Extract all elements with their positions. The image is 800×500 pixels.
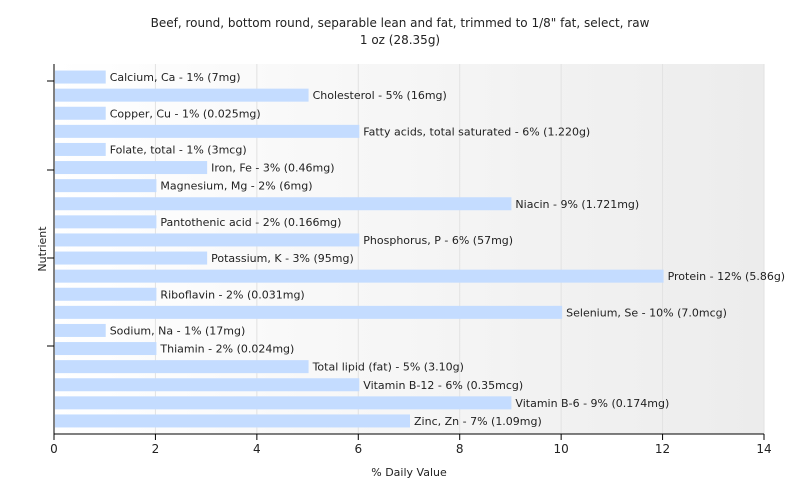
bar-label: Cholesterol - 5% (16mg) — [313, 89, 447, 102]
bar — [55, 88, 309, 102]
bar-label: Calcium, Ca - 1% (7mg) — [110, 71, 241, 84]
bar-label: Pantothenic acid - 2% (0.166mg) — [160, 216, 341, 229]
bar — [55, 323, 106, 337]
bar — [55, 251, 208, 265]
bar-label: Protein - 12% (5.86g) — [668, 270, 786, 283]
bar-label: Thiamin - 2% (0.024mg) — [159, 343, 294, 356]
bars: Calcium, Ca - 1% (7mg) Cholesterol - 5% (… — [55, 70, 786, 428]
bar — [55, 305, 563, 319]
bar — [55, 197, 512, 211]
x-tick-label: 6 — [354, 442, 362, 456]
bar-label: Iron, Fe - 3% (0.46mg) — [211, 162, 334, 175]
y-axis-label: Nutrient — [36, 226, 49, 272]
bar-label: Total lipid (fat) - 5% (3.10g) — [312, 361, 464, 374]
bar-label: Copper, Cu - 1% (0.025mg) — [110, 107, 261, 120]
x-tick-label: 0 — [50, 442, 58, 456]
bar — [55, 142, 106, 156]
bar — [55, 396, 512, 410]
x-tick-label: 2 — [152, 442, 160, 456]
bar-label: Sodium, Na - 1% (17mg) — [110, 324, 246, 337]
bar — [55, 378, 360, 392]
bar-label: Folate, total - 1% (3mcg) — [110, 143, 247, 156]
x-axis-label: % Daily Value — [371, 466, 447, 479]
bar — [55, 106, 106, 120]
chart-title: Beef, round, bottom round, separable lea… — [151, 16, 650, 30]
axes: 0 2 4 6 8 10 12 14 — [47, 64, 772, 456]
bar-label: Niacin - 9% (1.721mg) — [515, 198, 639, 211]
bar-label: Magnesium, Mg - 2% (6mg) — [160, 180, 312, 193]
x-tick-label: 8 — [456, 442, 464, 456]
bar-label: Fatty acids, total saturated - 6% (1.220… — [363, 125, 590, 138]
bar — [55, 342, 157, 356]
bar — [55, 161, 208, 175]
bar-label: Potassium, K - 3% (95mg) — [211, 252, 354, 265]
x-tick-label: 10 — [554, 442, 569, 456]
x-tick-label: 4 — [253, 442, 261, 456]
bar — [55, 360, 309, 374]
bar — [55, 287, 157, 301]
bar-label: Selenium, Se - 10% (7.0mcg) — [566, 306, 727, 319]
bar — [55, 124, 360, 138]
x-tick-label: 14 — [756, 442, 771, 456]
x-tick-label: 12 — [655, 442, 670, 456]
bar — [55, 233, 360, 247]
bar-label: Vitamin B-6 - 9% (0.174mg) — [515, 397, 669, 410]
bar — [55, 269, 664, 283]
bar — [55, 215, 157, 229]
bar-label: Phosphorus, P - 6% (57mg) — [363, 234, 513, 247]
bar-label: Vitamin B-12 - 6% (0.35mcg) — [363, 379, 523, 392]
bar — [55, 414, 410, 428]
bar — [55, 70, 106, 84]
bar-label: Zinc, Zn - 7% (1.09mg) — [414, 415, 542, 428]
bar — [55, 179, 157, 193]
chart-subtitle: 1 oz (28.35g) — [360, 33, 440, 47]
bar-label: Riboflavin - 2% (0.031mg) — [160, 288, 304, 301]
